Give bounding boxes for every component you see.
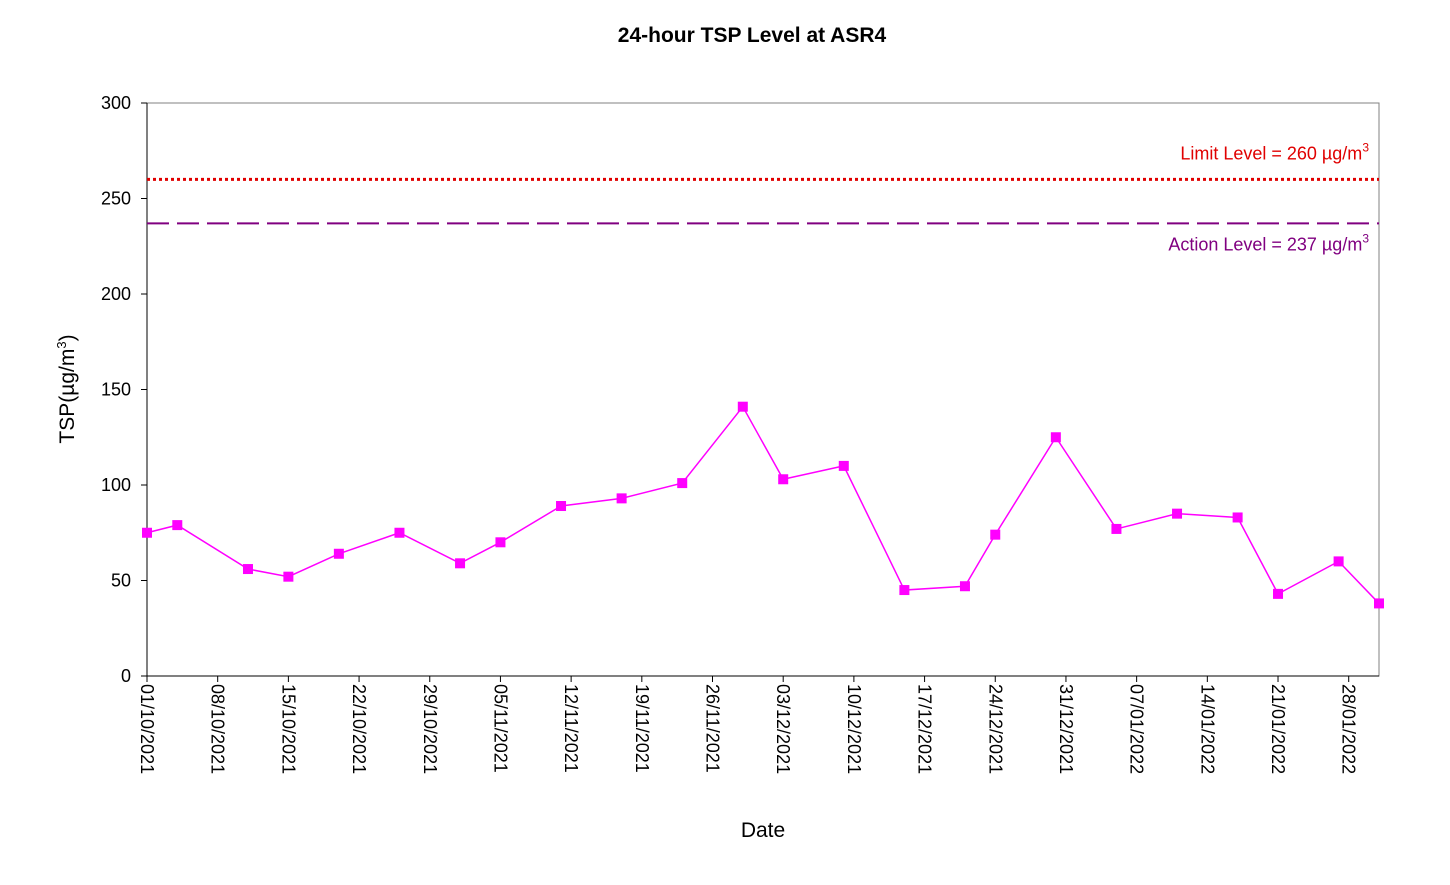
data-point <box>1232 512 1243 523</box>
y-tick-label: 300 <box>101 93 131 113</box>
data-line <box>146 405 1380 604</box>
x-tick-label: 15/10/2021 <box>278 684 298 774</box>
plot-frame <box>146 102 1380 677</box>
x-axis-label: Date <box>741 819 785 842</box>
reference-label-text: Limit Level = 260 µg/m <box>1180 143 1362 163</box>
data-point <box>1273 588 1284 599</box>
x-tick-label: 28/01/2022 <box>1339 684 1359 774</box>
x-tick-label: 01/10/2021 <box>137 684 157 774</box>
x-tick-label: 12/11/2021 <box>561 684 581 773</box>
y-tick-label: 150 <box>101 380 131 400</box>
x-tick-label: 31/12/2021 <box>1056 684 1076 774</box>
reference-label-sup: 3 <box>1362 231 1369 245</box>
y-tick-label: 200 <box>101 284 131 304</box>
reference-label-sup: 3 <box>1362 140 1369 154</box>
data-point <box>1111 523 1122 534</box>
x-tick-label: 19/11/2021 <box>632 684 652 773</box>
data-point <box>495 537 506 548</box>
data-point <box>737 401 748 412</box>
y-axis-label-sup: 3 <box>54 341 69 348</box>
y-tick-label: 0 <box>121 666 131 686</box>
x-tick-label: 26/11/2021 <box>703 684 723 773</box>
data-point <box>1333 556 1344 567</box>
data-point <box>778 474 789 485</box>
data-point <box>172 520 183 531</box>
data-point <box>1050 432 1061 443</box>
data-point <box>959 581 970 592</box>
x-tick-label: 17/12/2021 <box>915 684 935 774</box>
reference-label: Limit Level = 260 µg/m3 <box>1180 140 1369 163</box>
y-tick-label: 100 <box>101 475 131 495</box>
data-point <box>616 493 627 504</box>
x-tick-label: 03/12/2021 <box>773 684 793 774</box>
chart-title: 24-hour TSP Level at ASR4 <box>618 24 887 47</box>
data-point <box>677 478 688 489</box>
data-point <box>838 460 849 471</box>
x-tick-label: 14/01/2022 <box>1197 684 1217 774</box>
y-tick-label: 250 <box>101 189 131 209</box>
data-point <box>1172 508 1183 519</box>
data-point <box>990 529 1001 540</box>
x-tick-label: 21/01/2022 <box>1268 684 1288 774</box>
x-tick-label: 10/12/2021 <box>844 684 864 774</box>
x-tick-label: 22/10/2021 <box>349 684 369 774</box>
x-tick-label: 24/12/2021 <box>985 684 1005 774</box>
data-point <box>142 527 152 538</box>
data-point <box>394 527 405 538</box>
y-axis-label: TSP(µg/m3) <box>54 334 79 443</box>
reference-label: Action Level = 237 µg/m3 <box>1168 231 1369 254</box>
x-tick-label: 07/01/2022 <box>1127 684 1147 774</box>
y-tick-label: 50 <box>111 571 131 591</box>
y-axis-label-text: TSP(µg/m <box>56 349 79 444</box>
data-point <box>242 564 253 575</box>
data-point <box>455 558 466 569</box>
x-tick-label: 08/10/2021 <box>208 684 228 774</box>
data-point <box>1374 598 1384 609</box>
data-point <box>556 501 567 512</box>
data-point <box>899 585 910 596</box>
x-tick-label: 05/11/2021 <box>490 684 510 773</box>
data-point <box>333 548 344 559</box>
reference-label-text: Action Level = 237 µg/m <box>1168 234 1362 254</box>
y-axis-label-text: ) <box>56 334 79 341</box>
data-point <box>283 571 294 582</box>
x-tick-label: 29/10/2021 <box>420 684 440 774</box>
